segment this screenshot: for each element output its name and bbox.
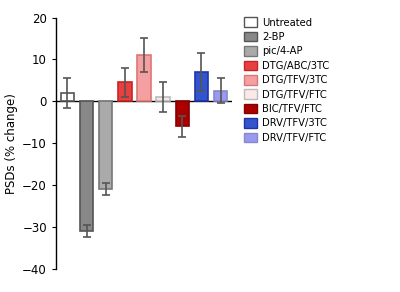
Bar (176, 101, 189, 126)
Bar (214, 91, 227, 101)
Y-axis label: PSDs (% change): PSDs (% change) (5, 93, 18, 194)
Bar (80, 101, 93, 231)
Legend: Untreated, 2-BP, pic/4-AP, DTG/ABC/3TC, DTG/TFV/3TC, DTG/TFV/FTC, BIC/TFV/FTC, D: Untreated, 2-BP, pic/4-AP, DTG/ABC/3TC, … (244, 18, 329, 143)
Bar (156, 97, 170, 101)
Bar (61, 93, 74, 101)
Bar (137, 55, 151, 101)
Bar (118, 82, 132, 101)
Bar (99, 101, 112, 189)
Bar (195, 72, 208, 101)
